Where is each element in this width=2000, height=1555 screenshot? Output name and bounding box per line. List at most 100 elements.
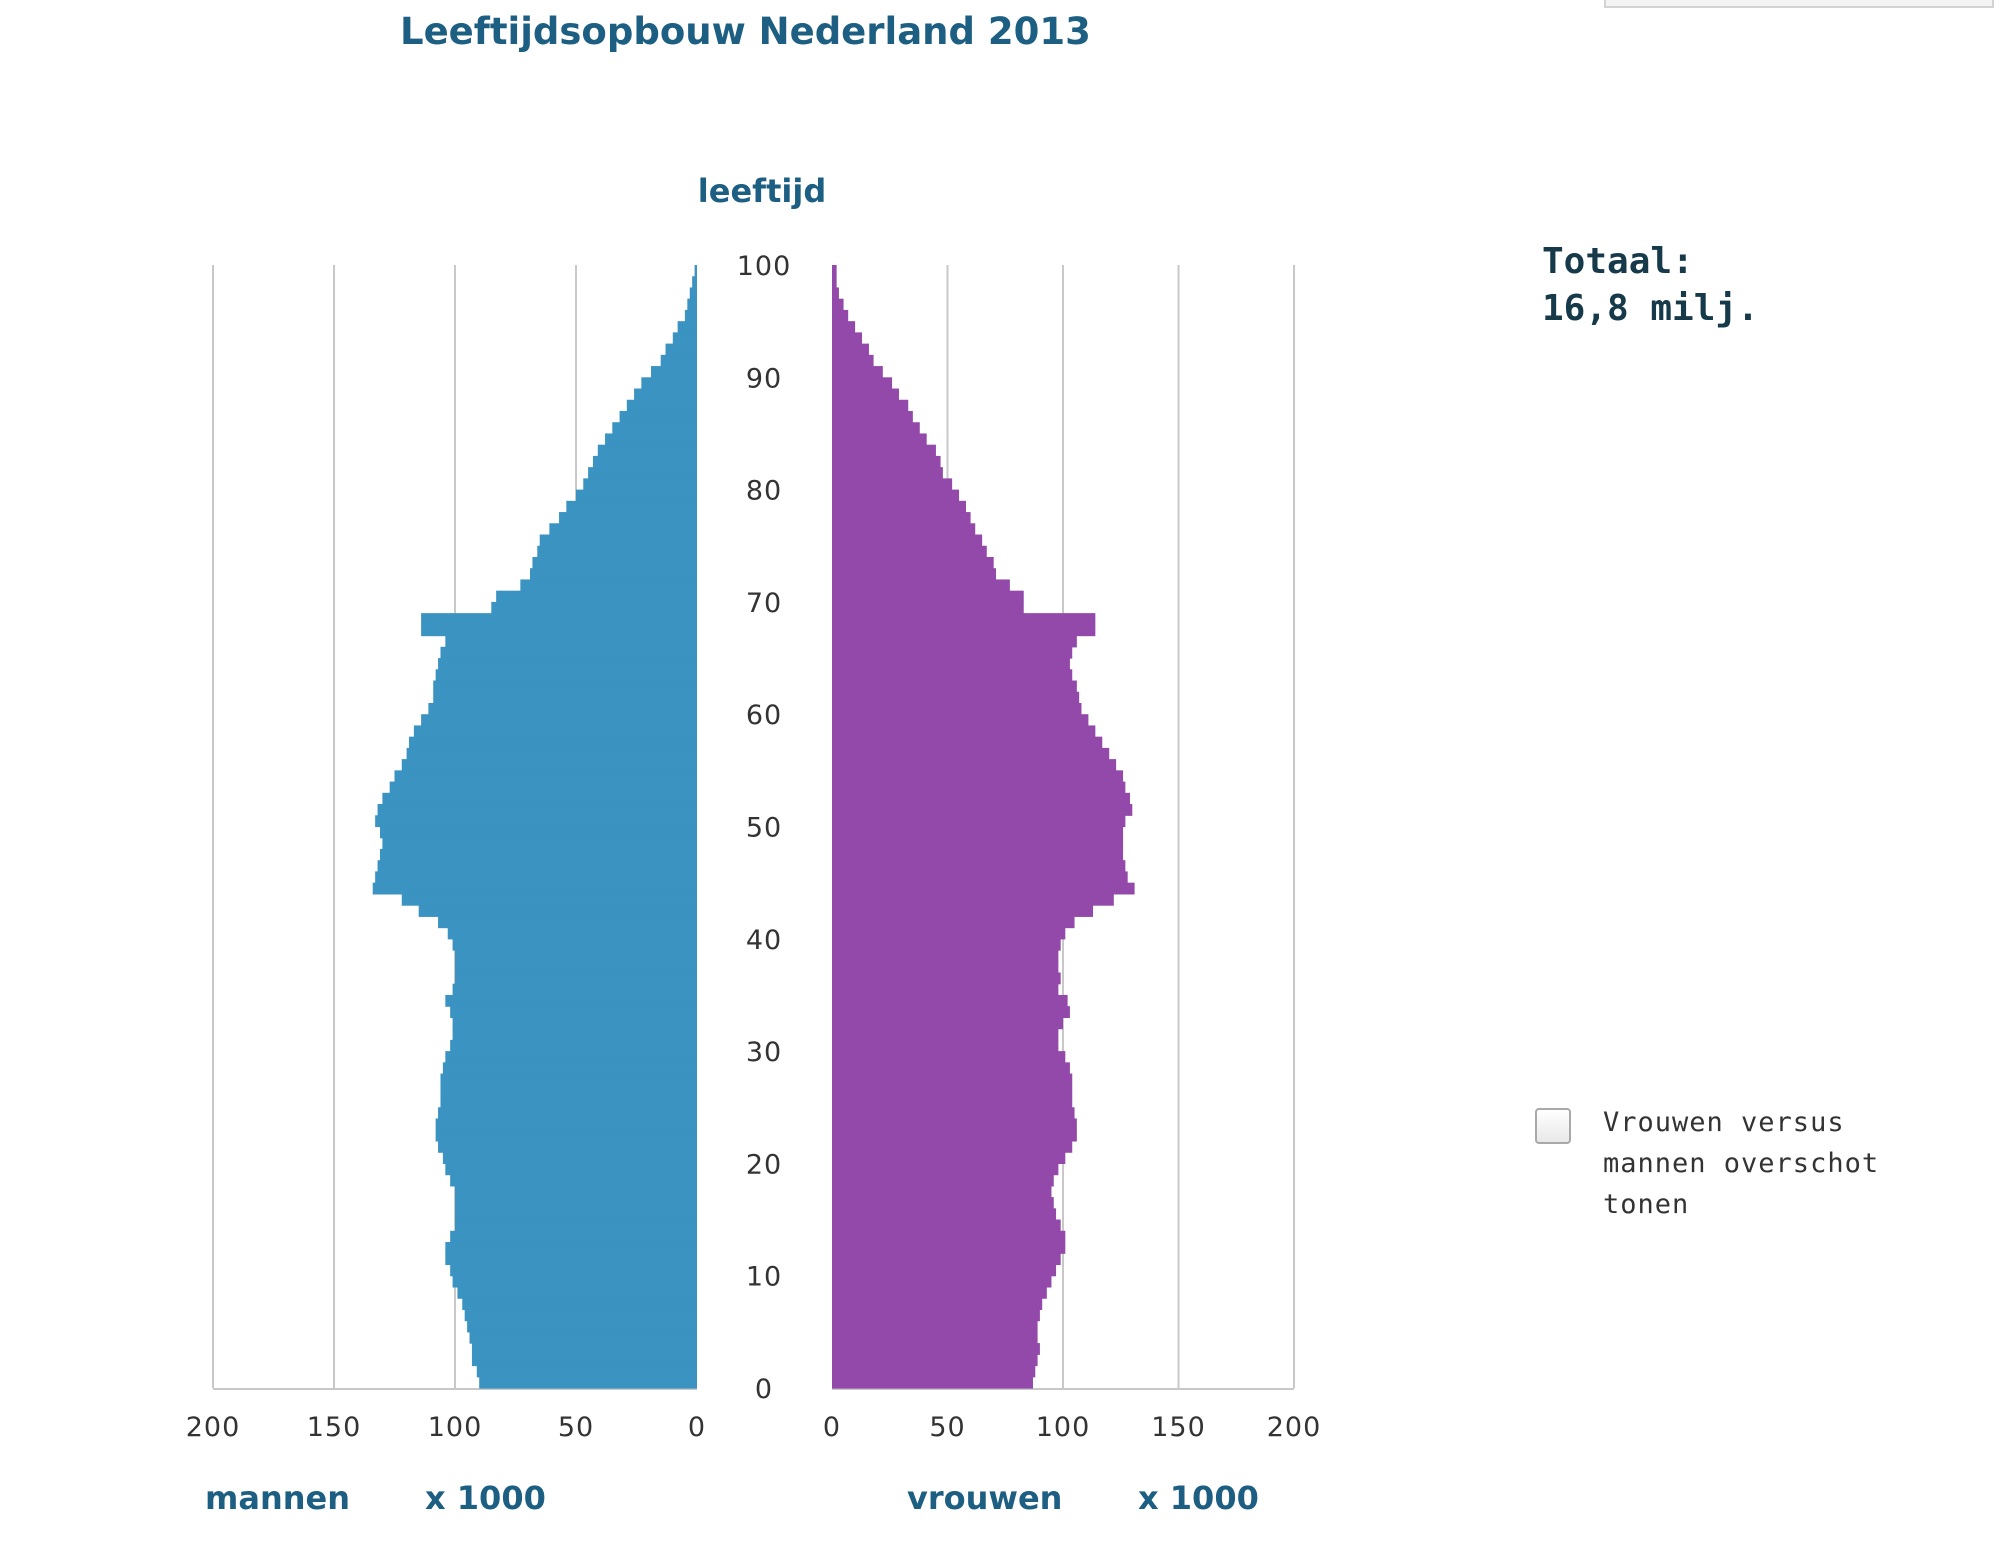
y-tick: 100 [737,251,792,282]
bar-vrouwen [832,871,1128,884]
bar-mannen [445,994,697,1007]
bar-vrouwen [832,1163,1059,1176]
bar-vrouwen [832,1208,1057,1221]
bar-mannen [583,478,697,491]
bar-mannen [433,680,697,693]
bar-vrouwen [832,916,1075,929]
bar-mannen [626,399,697,412]
bar-mannen [377,860,697,873]
bar-vrouwen [832,848,1124,861]
bar-mannen [672,332,697,345]
bar-mannen [394,770,697,783]
bar-vrouwen [832,725,1096,738]
bar-vrouwen [832,343,869,356]
bar-vrouwen [832,1062,1070,1075]
bar-vrouwen [832,1028,1059,1041]
x-tick-left: 150 [307,1412,362,1443]
bar-vrouwen [832,826,1124,839]
bar-vrouwen [832,523,976,536]
bar-vrouwen [832,601,1024,614]
y-tick: 0 [755,1374,773,1405]
bar-vrouwen [832,972,1061,985]
bar-mannen [455,1197,697,1209]
bar-vrouwen [832,1185,1052,1198]
bar-vrouwen [832,1006,1070,1019]
bar-vrouwen [832,1253,1061,1266]
bar-mannen [462,1298,697,1310]
bar-mannen [379,826,697,839]
bar-vrouwen [832,702,1082,715]
bar-mannen [435,1118,697,1131]
bar-mannen [689,287,697,300]
x-tick-right: 0 [823,1412,841,1443]
surplus-toggle[interactable]: Vrouwen versus mannen overschot tonen [1535,1102,1943,1225]
bar-mannen [539,534,697,547]
bar-vrouwen [832,1286,1047,1299]
bar-vrouwen [832,961,1059,974]
bar-mannen [634,388,697,401]
bar-mannen [455,1208,697,1221]
bar-vrouwen [832,613,1096,625]
bar-vrouwen [832,1219,1061,1232]
bar-mannen [588,467,697,479]
y-tick: 50 [746,813,782,844]
bar-mannen [450,1264,697,1277]
bar-vrouwen [832,298,844,311]
bar-vrouwen [832,1354,1038,1367]
bar-vrouwen [832,635,1077,648]
bar-mannen [406,747,697,760]
bar-vrouwen [832,983,1059,996]
bar-mannen [421,624,697,637]
bar-vrouwen [832,568,997,581]
y-tick: 10 [746,1262,782,1293]
bar-vrouwen [832,1073,1073,1086]
bar-mannen [433,691,697,704]
bar-mannen [421,613,697,625]
bar-mannen [641,377,697,390]
bar-mannen [413,725,697,738]
bar-mannen [375,815,697,828]
bar-mannen [409,736,697,749]
bar-vrouwen [832,444,936,457]
y-tick: 40 [746,925,782,956]
bar-mannen [440,1084,697,1097]
left-series-label: mannen [205,1479,350,1517]
bar-vrouwen [832,500,966,513]
bar-vrouwen [832,556,994,569]
bar-mannen [692,276,697,289]
bar-mannen [537,545,697,558]
bar-mannen [677,321,697,333]
bar-mannen [479,1376,697,1389]
bar-vrouwen [832,1331,1038,1344]
bar-mannen [445,1242,697,1254]
bar-mannen [382,837,697,850]
bar-vrouwen [832,433,927,446]
total-label: Totaal: [1542,241,1694,282]
bar-mannen [471,1354,697,1367]
bar-vrouwen [832,1298,1043,1310]
bar-mannen [532,556,697,569]
bar-mannen [377,804,697,816]
y-axis-label: leeftijd [698,172,826,210]
bar-vrouwen [832,646,1073,659]
bar-mannen [372,882,697,895]
bars-mannen [372,265,697,1389]
bar-mannen [445,635,697,648]
bar-mannen [687,298,697,311]
x-tick-right: 50 [929,1412,965,1443]
bar-mannen [576,489,697,502]
bar-mannen [438,1107,697,1120]
y-tick: 80 [746,476,782,507]
bar-vrouwen [832,1084,1073,1097]
bar-vrouwen [832,354,874,367]
surplus-checkbox[interactable] [1535,1108,1571,1144]
bar-mannen [476,1365,697,1378]
bar-mannen [452,1017,697,1030]
bar-vrouwen [832,1230,1066,1243]
bar-vrouwen [832,1242,1066,1254]
bar-vrouwen [832,893,1114,906]
bar-vrouwen [832,1017,1063,1030]
y-tick: 60 [746,700,782,731]
bar-mannen [496,590,697,603]
bar-mannen [592,455,697,468]
